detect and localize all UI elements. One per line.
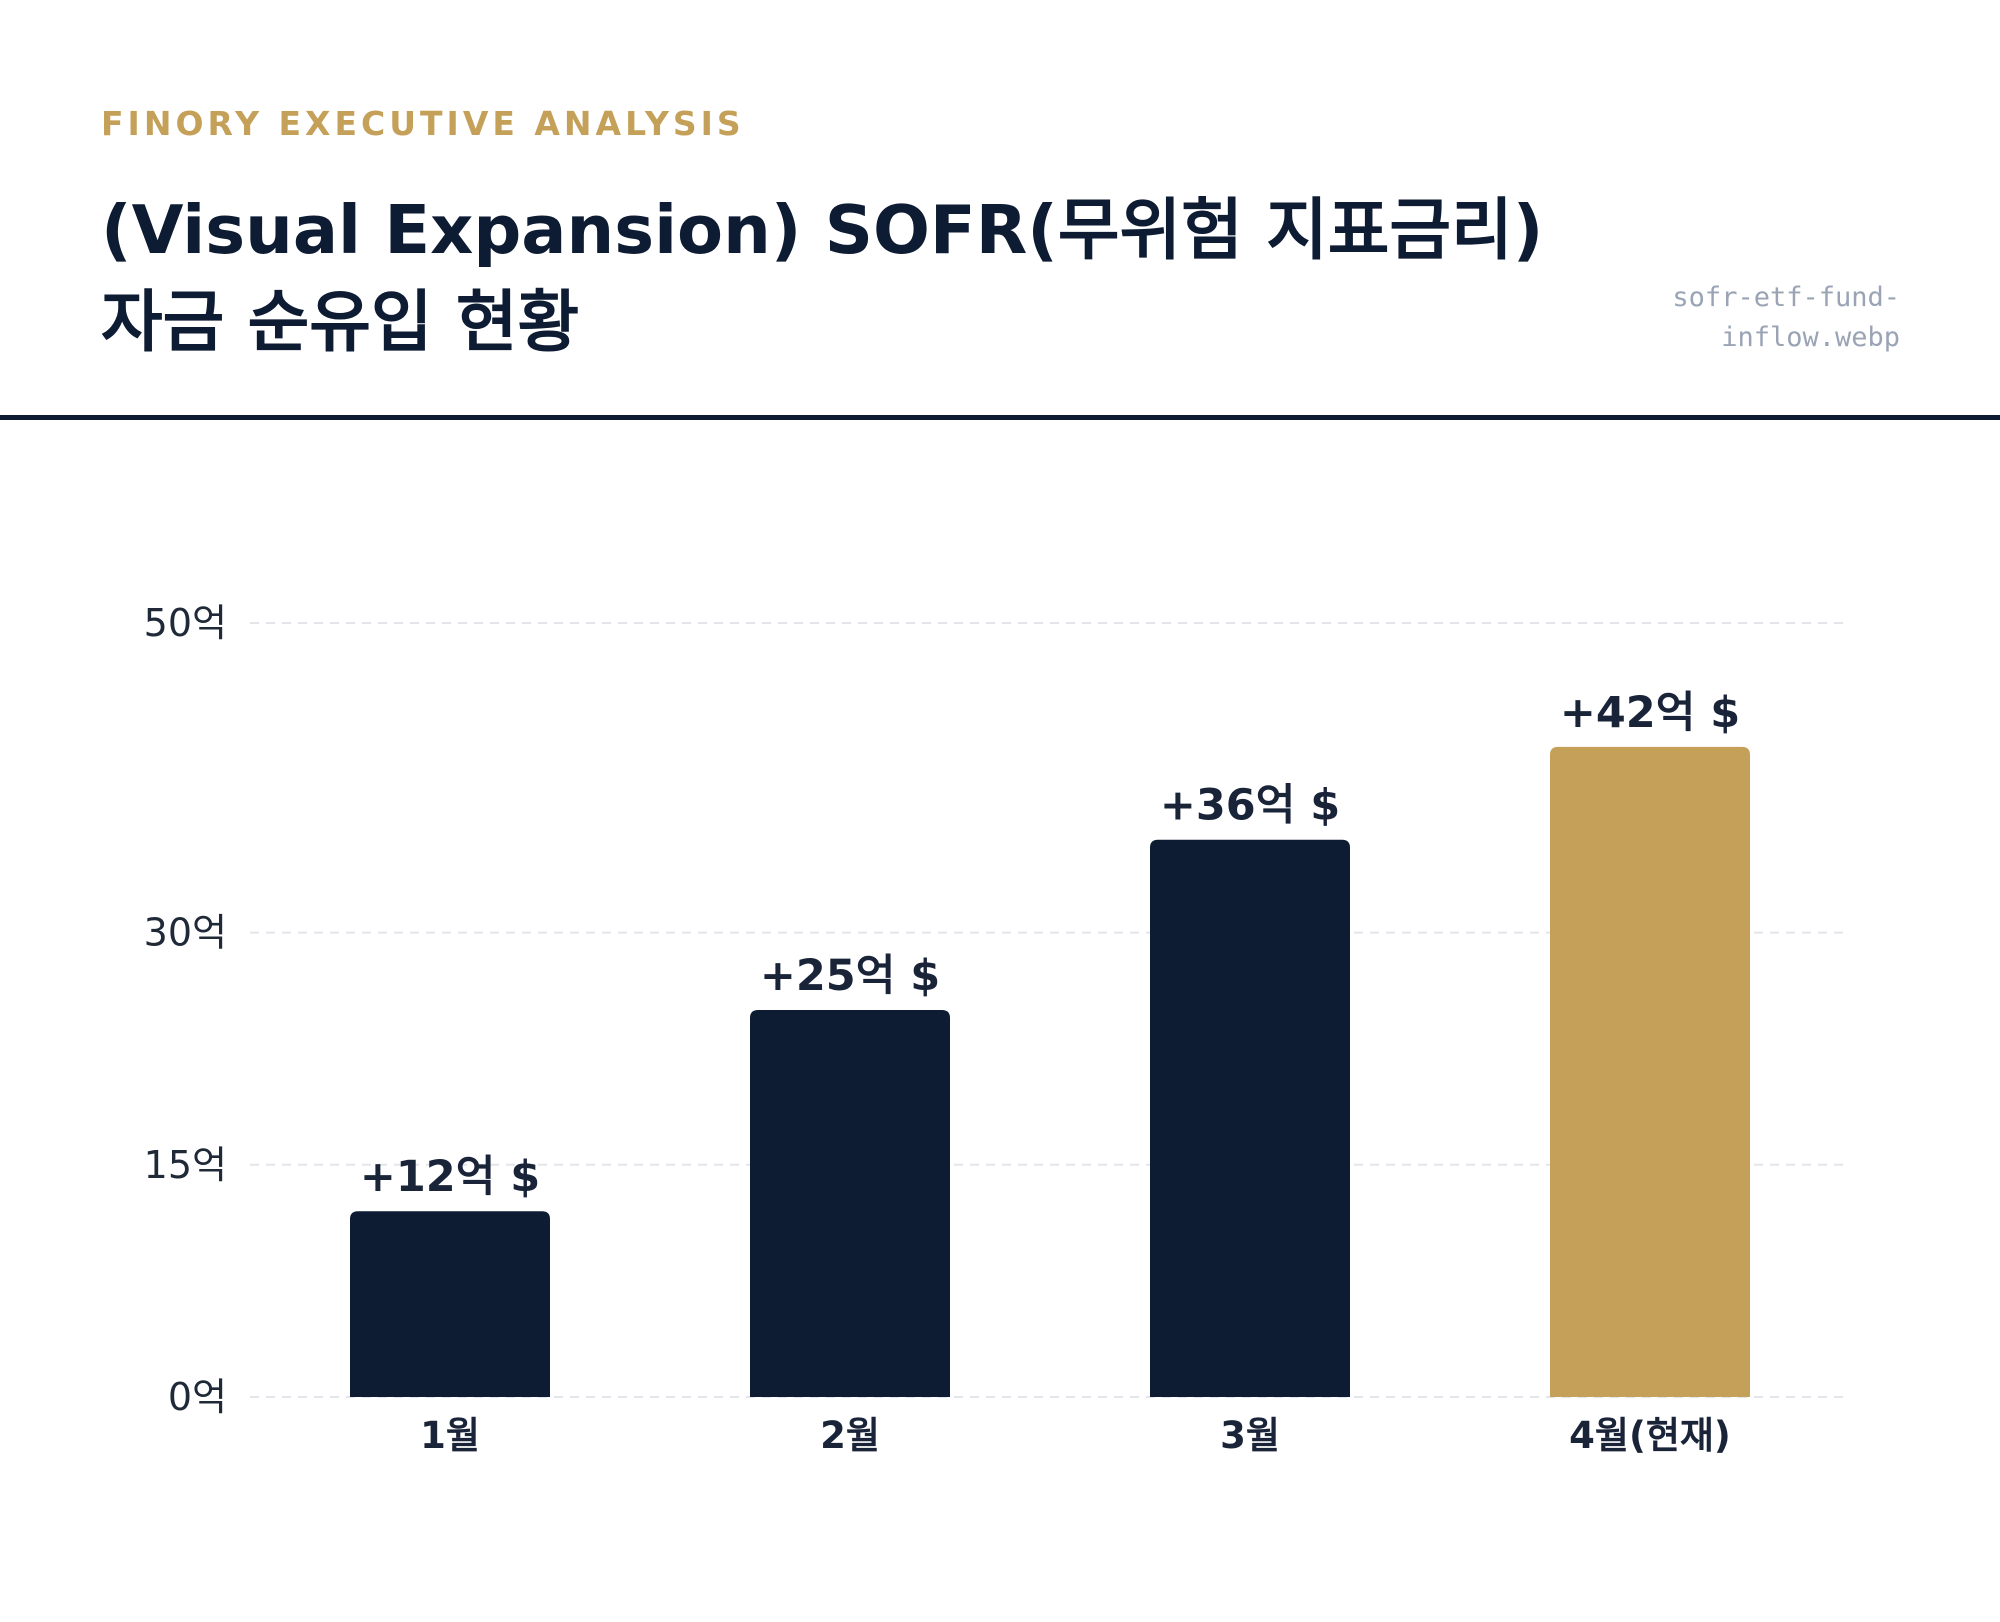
filename-caption: sofr-etf-fund- inflow.webp — [1672, 278, 1900, 358]
y-tick-label: 0억 — [168, 1375, 227, 1419]
data-label: +36억 $ — [1160, 781, 1340, 831]
x-tick-label: 3월 — [1220, 1414, 1280, 1457]
page-title-line-2: 자금 순유입 현황 — [101, 283, 580, 361]
y-tick-label: 15억 — [144, 1143, 227, 1187]
header: FINORY EXECUTIVE ANALYSIS (Visual Expans… — [0, 0, 2000, 420]
x-tick-label: 4월(현재) — [1569, 1414, 1731, 1457]
page-title-line-1: (Visual Expansion) SOFR(무위험 지표금리) — [101, 191, 1544, 269]
y-tick-label: 30억 — [144, 911, 227, 955]
filename-line-1: sofr-etf-fund- — [1672, 282, 1900, 313]
data-label: +25억 $ — [760, 951, 940, 1001]
kicker-text: FINORY EXECUTIVE ANALYSIS — [101, 104, 745, 143]
data-label: +42억 $ — [1560, 688, 1740, 738]
bar — [750, 1010, 950, 1397]
bar — [1550, 746, 1750, 1397]
filename-line-2: inflow.webp — [1721, 322, 1900, 353]
bar — [350, 1211, 550, 1397]
x-tick-label: 1월 — [420, 1414, 480, 1457]
x-tick-label: 2월 — [820, 1414, 880, 1457]
y-tick-label: 50억 — [144, 601, 227, 645]
data-label: +12억 $ — [360, 1152, 540, 1202]
page-title: (Visual Expansion) SOFR(무위험 지표금리) 자금 순유입… — [101, 184, 1661, 368]
bar — [1150, 839, 1350, 1397]
header-divider — [0, 415, 2000, 420]
